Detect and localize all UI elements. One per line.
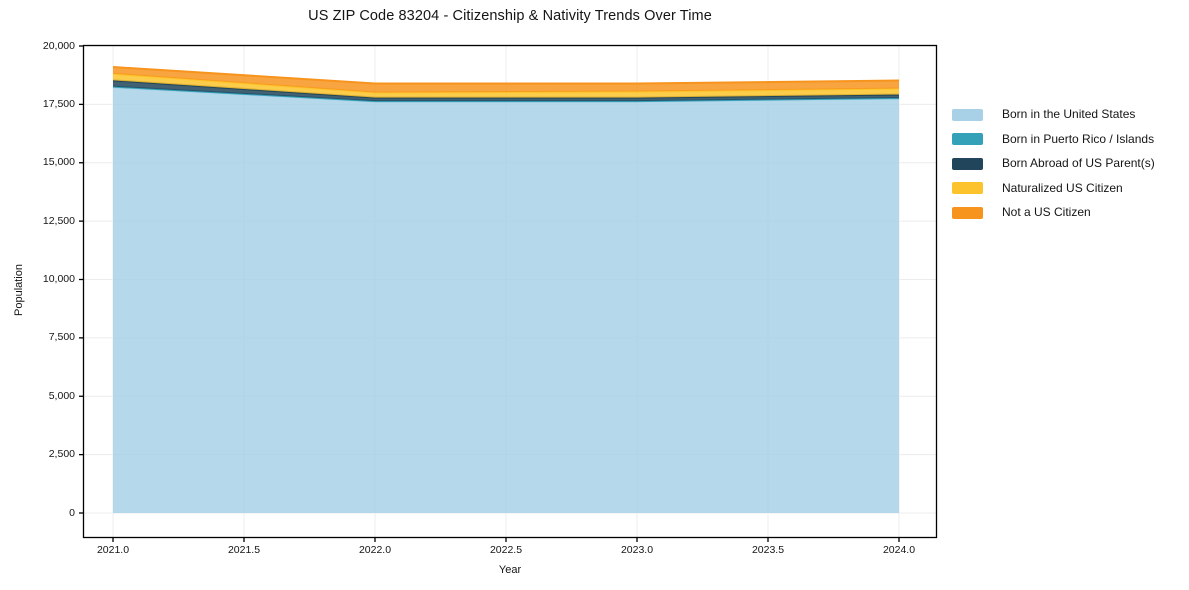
area-not-a-us-citizen — [113, 67, 899, 93]
x-tick-label: 2022.5 — [489, 544, 523, 556]
legend-item-not-a-us-citizen: Not a US Citizen — [952, 206, 1155, 219]
y-tick-label: 0 — [69, 506, 75, 519]
x-tick-label: 2023.0 — [620, 544, 654, 556]
legend-swatch-icon — [952, 206, 983, 219]
y-tick-label: 10,000 — [42, 273, 75, 285]
legend: Born in the United States Born in Puerto … — [952, 108, 1155, 231]
x-tick-label: 2023.5 — [751, 544, 785, 556]
legend-label: Naturalized US Citizen — [1002, 180, 1123, 195]
y-tick-label: 5,000 — [48, 389, 75, 402]
legend-item-naturalized-us-citizen: Naturalized US Citizen — [952, 180, 1155, 195]
legend-item-born-abroad-of-us-parent-s: Born Abroad of US Parent(s) — [952, 157, 1155, 170]
line-not-a-us-citizen — [112, 66, 900, 85]
y-tick-label: 17,500 — [42, 97, 75, 110]
legend-swatch-icon — [952, 108, 983, 121]
plot-border — [82, 44, 938, 539]
y-axis-title: Population — [13, 264, 25, 316]
chart-title: US ZIP Code 83204 - Citizenship & Nativi… — [308, 8, 712, 24]
legend-label: Born in Puerto Rico / Islands — [1002, 131, 1155, 146]
legend-item-born-in-the-united-states: Born in the United States — [952, 108, 1155, 121]
y-tick-label: 12,500 — [42, 214, 75, 227]
legend-swatch-icon — [952, 157, 983, 170]
y-tick-label: 15,000 — [42, 156, 75, 169]
area-born-abroad-of-us-parent-s — [113, 80, 899, 102]
legend-label: Born Abroad of US Parent(s) — [1002, 156, 1155, 170]
legend-swatch-icon — [952, 133, 983, 145]
x-axis-title: Year — [498, 564, 522, 576]
y-tick-label: 20,000 — [42, 39, 75, 52]
y-tick-label: 7,500 — [48, 331, 75, 344]
x-tick-label: 2024.0 — [882, 544, 916, 556]
legend-swatch-icon — [952, 182, 983, 194]
x-tick-label: 2021.0 — [96, 544, 130, 556]
legend-item-born-in-puerto-rico-islands: Born in Puerto Rico / Islands — [952, 131, 1155, 146]
legend-label: Born in the United States — [1002, 107, 1136, 121]
area-born-in-the-united-states — [113, 87, 899, 513]
legend-label: Not a US Citizen — [1002, 205, 1091, 219]
y-tick-label: 2,500 — [48, 448, 75, 461]
x-tick-label: 2022.0 — [358, 544, 392, 556]
x-tick-label: 2021.5 — [227, 544, 261, 556]
